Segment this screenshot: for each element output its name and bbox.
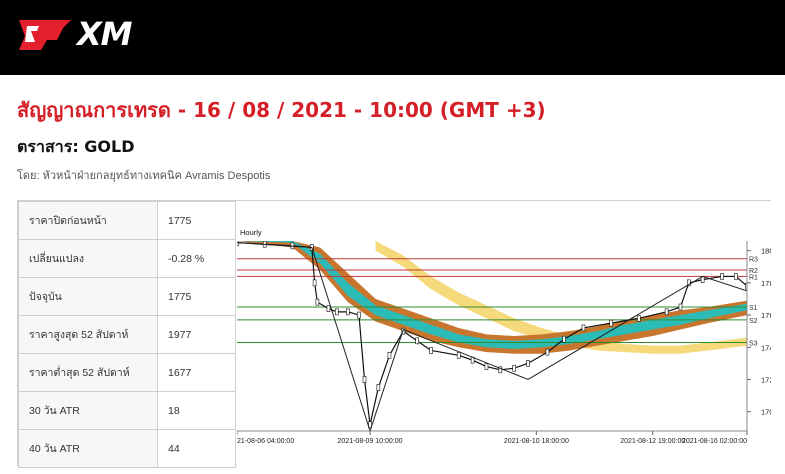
y-tick-label: 1740 — [761, 343, 771, 352]
y-tick-label: 1720 — [761, 375, 771, 384]
x-tick-label: 2021-08-09 10:00:00 — [338, 438, 403, 445]
x-tick-label: 2021-08-12 19:00:00 — [620, 438, 685, 445]
xm-logo-text: XM — [77, 15, 133, 53]
stat-label: ราคาต่ำสุด 52 สัปดาห์ — [18, 353, 158, 392]
stats-row: 30 วัน ATR 18 — [18, 391, 236, 430]
stat-label: ปัจจุบัน — [18, 277, 158, 316]
price-candle — [362, 376, 367, 383]
level-label-r3: R3 — [749, 257, 758, 264]
price-candle — [312, 279, 317, 287]
y-tick-label: 1700 — [761, 408, 771, 417]
x-tick-label: 2021-08-16 02:00:00 — [682, 438, 747, 445]
price-candle — [415, 337, 419, 345]
xm-logo-mark-icon — [19, 20, 71, 50]
instrument-heading: ตราสาร: GOLD — [17, 137, 135, 156]
price-candle — [745, 282, 747, 290]
y-tick-label: 1780 — [761, 279, 771, 288]
stat-label: ราคาปิดก่อนหน้า — [18, 201, 158, 240]
price-candle — [456, 352, 461, 359]
price-candle — [562, 335, 566, 343]
site-header: XM — [0, 0, 785, 75]
price-candle — [368, 421, 372, 428]
stats-table: ราคาปิดก่อนหน้า 1775 เปลี่ยนแปลง -0.28 % ปัจ… — [18, 201, 236, 468]
price-candle — [376, 384, 381, 391]
price-candle — [346, 308, 350, 316]
price-candle — [498, 366, 503, 374]
price-candle — [637, 314, 641, 322]
price-candle — [401, 327, 406, 335]
price-candle — [545, 348, 550, 356]
stats-row: ราคาสูงสุด 52 สัปดาห์ 1977 — [18, 315, 236, 354]
stat-value: 1677 — [157, 353, 236, 392]
price-candle — [512, 364, 516, 372]
level-label-s1: S1 — [749, 305, 758, 312]
price-candle — [686, 279, 691, 287]
stats-row: ราคาต่ำสุด 52 สัปดาห์ 1677 — [18, 353, 236, 392]
stats-row: 40 วัน ATR 44 — [18, 429, 236, 468]
level-label-r2: R2 — [749, 268, 758, 275]
stats-row: เปลี่ยนแปลง -0.28 % — [18, 239, 236, 278]
stat-value: 1775 — [157, 277, 236, 316]
stat-label: ราคาสูงสุด 52 สัปดาห์ — [18, 315, 158, 354]
price-candle — [678, 303, 683, 311]
y-tick-label: 1760 — [761, 311, 771, 320]
xm-logo[interactable]: XM — [17, 14, 137, 54]
level-label-s2: S2 — [749, 318, 758, 325]
price-candle — [734, 273, 738, 280]
stat-value: -0.28 % — [157, 239, 236, 278]
price-candle — [526, 360, 530, 367]
stat-value: 1775 — [157, 201, 236, 240]
signal-panel: ราคาปิดก่อนหน้า 1775 เปลี่ยนแปลง -0.28 % ปัจ… — [17, 200, 778, 468]
stat-label: 30 วัน ATR — [18, 391, 158, 430]
price-candle — [326, 305, 331, 312]
stat-value: 44 — [157, 429, 236, 468]
page-title: สัญญาณการเทรด - 16 / 08 / 2021 - 10:00 (… — [17, 98, 546, 122]
stats-row: ปัจจุบัน 1775 — [18, 277, 236, 316]
author-byline: โดย: หัวหน้าฝ่ายกลยุทธ์ทางเทคนิค Avramis… — [17, 170, 271, 182]
price-candle — [387, 352, 392, 359]
price-candle — [664, 308, 669, 316]
y-tick-label: 1800 — [761, 247, 771, 256]
stats-row: ราคาปิดก่อนหน้า 1775 — [18, 201, 236, 240]
price-candle — [484, 363, 489, 370]
zigzag-line — [237, 242, 747, 431]
level-label-s3: S3 — [749, 340, 758, 347]
price-candle — [315, 298, 320, 306]
stat-value: 18 — [157, 391, 236, 430]
stat-label: เปลี่ยนแปลง — [18, 239, 158, 278]
price-candle — [609, 319, 613, 327]
x-tick-label: 21-08-06 04:00:00 — [237, 438, 294, 445]
price-candle — [334, 308, 339, 316]
timeframe-label: Hourly — [240, 228, 262, 237]
price-candle — [357, 311, 361, 319]
level-label-r1: R1 — [749, 274, 758, 281]
x-tick-label: 2021-08-10 18:00:00 — [504, 438, 569, 445]
price-candle — [429, 347, 433, 354]
stat-label: 40 วัน ATR — [18, 429, 158, 468]
price-candle — [720, 273, 724, 280]
stat-value: 1977 — [157, 315, 236, 354]
price-candle — [581, 324, 586, 332]
